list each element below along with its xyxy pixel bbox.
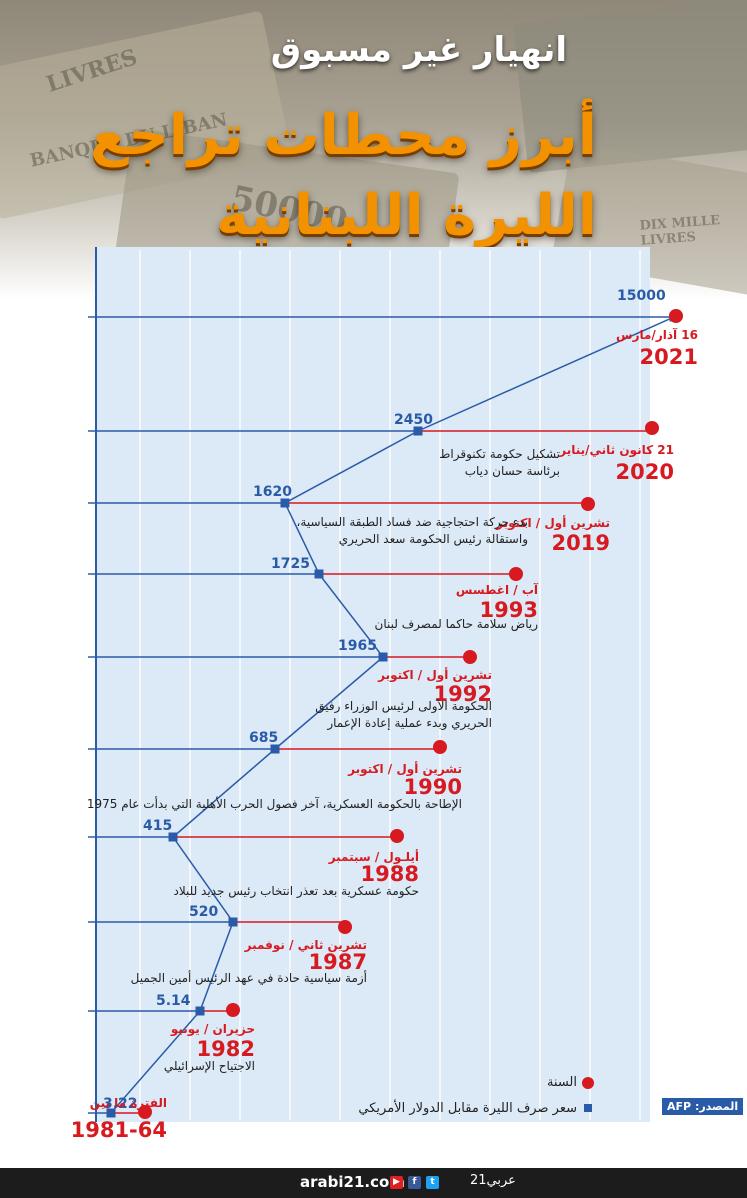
- rate-point: [228, 917, 238, 927]
- event-description: تشكيل حكومة تكنوقراط: [439, 447, 560, 461]
- year-label: 2021: [639, 345, 698, 369]
- legend-rate-label: سعر صرف الليرة مقابل الدولار الأمريكي: [358, 1101, 577, 1116]
- rate-point: [106, 1108, 116, 1118]
- year-point: [509, 567, 523, 581]
- rate-point: [280, 498, 290, 508]
- year-point: [226, 1003, 240, 1017]
- year-point: [433, 740, 447, 754]
- year-label: 1987: [308, 950, 367, 974]
- year-point: [463, 650, 477, 664]
- event-description: برئاسة حسان دياب: [464, 464, 560, 478]
- site-url[interactable]: arabi21.com: [300, 1173, 405, 1191]
- event-description: رياض سلامة حاكما لمصرف لبنان: [374, 617, 538, 631]
- rate-point: [413, 426, 423, 436]
- date-label: حزيران / يونيو: [170, 1022, 255, 1036]
- rate-point: [270, 744, 280, 754]
- date-label: تشرين أول / اكتوبر: [348, 762, 462, 776]
- event-description: الحريري وبدء عملية إعادة الإعمار: [327, 716, 492, 730]
- rate-point: [195, 1006, 205, 1016]
- year-point: [390, 829, 404, 843]
- rate-value-label: 3.22: [103, 1096, 138, 1112]
- year-label: 1982: [196, 1037, 255, 1061]
- year-point: [581, 497, 595, 511]
- rate-point: [378, 652, 388, 662]
- source-label: المصدر:: [694, 1100, 739, 1113]
- legend-year-label: السنة: [546, 1075, 577, 1090]
- event-description: الاجتياح الإسرائيلي: [163, 1059, 255, 1073]
- rate-value-label: 1965: [338, 638, 377, 654]
- header-subtitle: انهيار غير مسبوق: [270, 30, 567, 70]
- date-label: تشرين أول / اكتوبر: [496, 516, 610, 530]
- series-line: [110, 316, 675, 1114]
- year-label: 2020: [615, 460, 674, 484]
- event-description: حكومة عسكرية بعد تعذر انتخاب رئيس جديد ل…: [173, 884, 419, 898]
- date-label: 16 آذار/مارس: [616, 328, 698, 342]
- rate-value-label: 15000: [617, 288, 666, 304]
- facebook-icon[interactable]: f: [408, 1176, 421, 1189]
- date-label: أيلـول / سبتمبر: [328, 850, 419, 864]
- year-point: [338, 920, 352, 934]
- rate-point: [314, 569, 324, 579]
- rate-value-label: 1725: [271, 556, 310, 572]
- youtube-icon[interactable]: ▶: [390, 1176, 403, 1189]
- source-value: AFP: [667, 1100, 692, 1113]
- year-label: 1981-64: [70, 1118, 167, 1142]
- year-label: 1990: [403, 775, 462, 799]
- year-label: 1992: [433, 682, 492, 706]
- chart-background: [96, 247, 650, 1122]
- rate-value-label: 1620: [253, 484, 292, 500]
- event-description: واستقالة رئيس الحكومة سعد الحريري: [338, 532, 528, 546]
- date-label: تشرين ثاني / نوفمبر: [244, 938, 367, 952]
- footer: arabi21.com ▶ f t عربي21: [0, 1168, 747, 1198]
- rate-value-label: 520: [189, 904, 219, 920]
- source-badge: المصدر: AFP: [662, 1098, 744, 1115]
- rate-point: [168, 832, 178, 842]
- event-description: أزمة سياسية حادة في عهد الرئيس أمين الجم…: [130, 971, 367, 985]
- date-label: 21 كانون ثاني/يناير: [559, 443, 674, 457]
- year-point: [669, 309, 683, 323]
- year-label: 2019: [551, 531, 610, 555]
- event-description: بدء حركة احتجاجية ضد فساد الطبقة السياسي…: [296, 515, 528, 529]
- rate-value-label: 415: [143, 818, 173, 834]
- rate-value-label: 2450: [394, 412, 433, 428]
- exchange-rate-chart: [88, 247, 683, 1122]
- rate-value-label: 685: [249, 730, 279, 746]
- event-description: الإطاحة بالحكومة العسكرية، آخر فصول الحر…: [86, 797, 462, 811]
- date-label: آب / اغطسس: [455, 583, 538, 597]
- header-title-line-2: الليرة اللبنانية: [215, 183, 597, 248]
- date-label: تشرين أول / اكتوبر: [378, 668, 492, 682]
- year-label: 1988: [360, 862, 419, 886]
- year-point: [645, 421, 659, 435]
- twitter-icon[interactable]: t: [426, 1176, 439, 1189]
- brand-logo: عربي21: [470, 1173, 516, 1188]
- event-description: الحكومة الأولى لرئيس الوزراء رفيق: [315, 699, 492, 713]
- year-label: 1993: [479, 598, 538, 622]
- header-title-line-1: أبرز محطات تراجع: [90, 103, 597, 168]
- rate-value-label: 5.14: [156, 993, 191, 1009]
- date-label: الفترة ما بين: [89, 1096, 167, 1110]
- year-point: [138, 1105, 152, 1119]
